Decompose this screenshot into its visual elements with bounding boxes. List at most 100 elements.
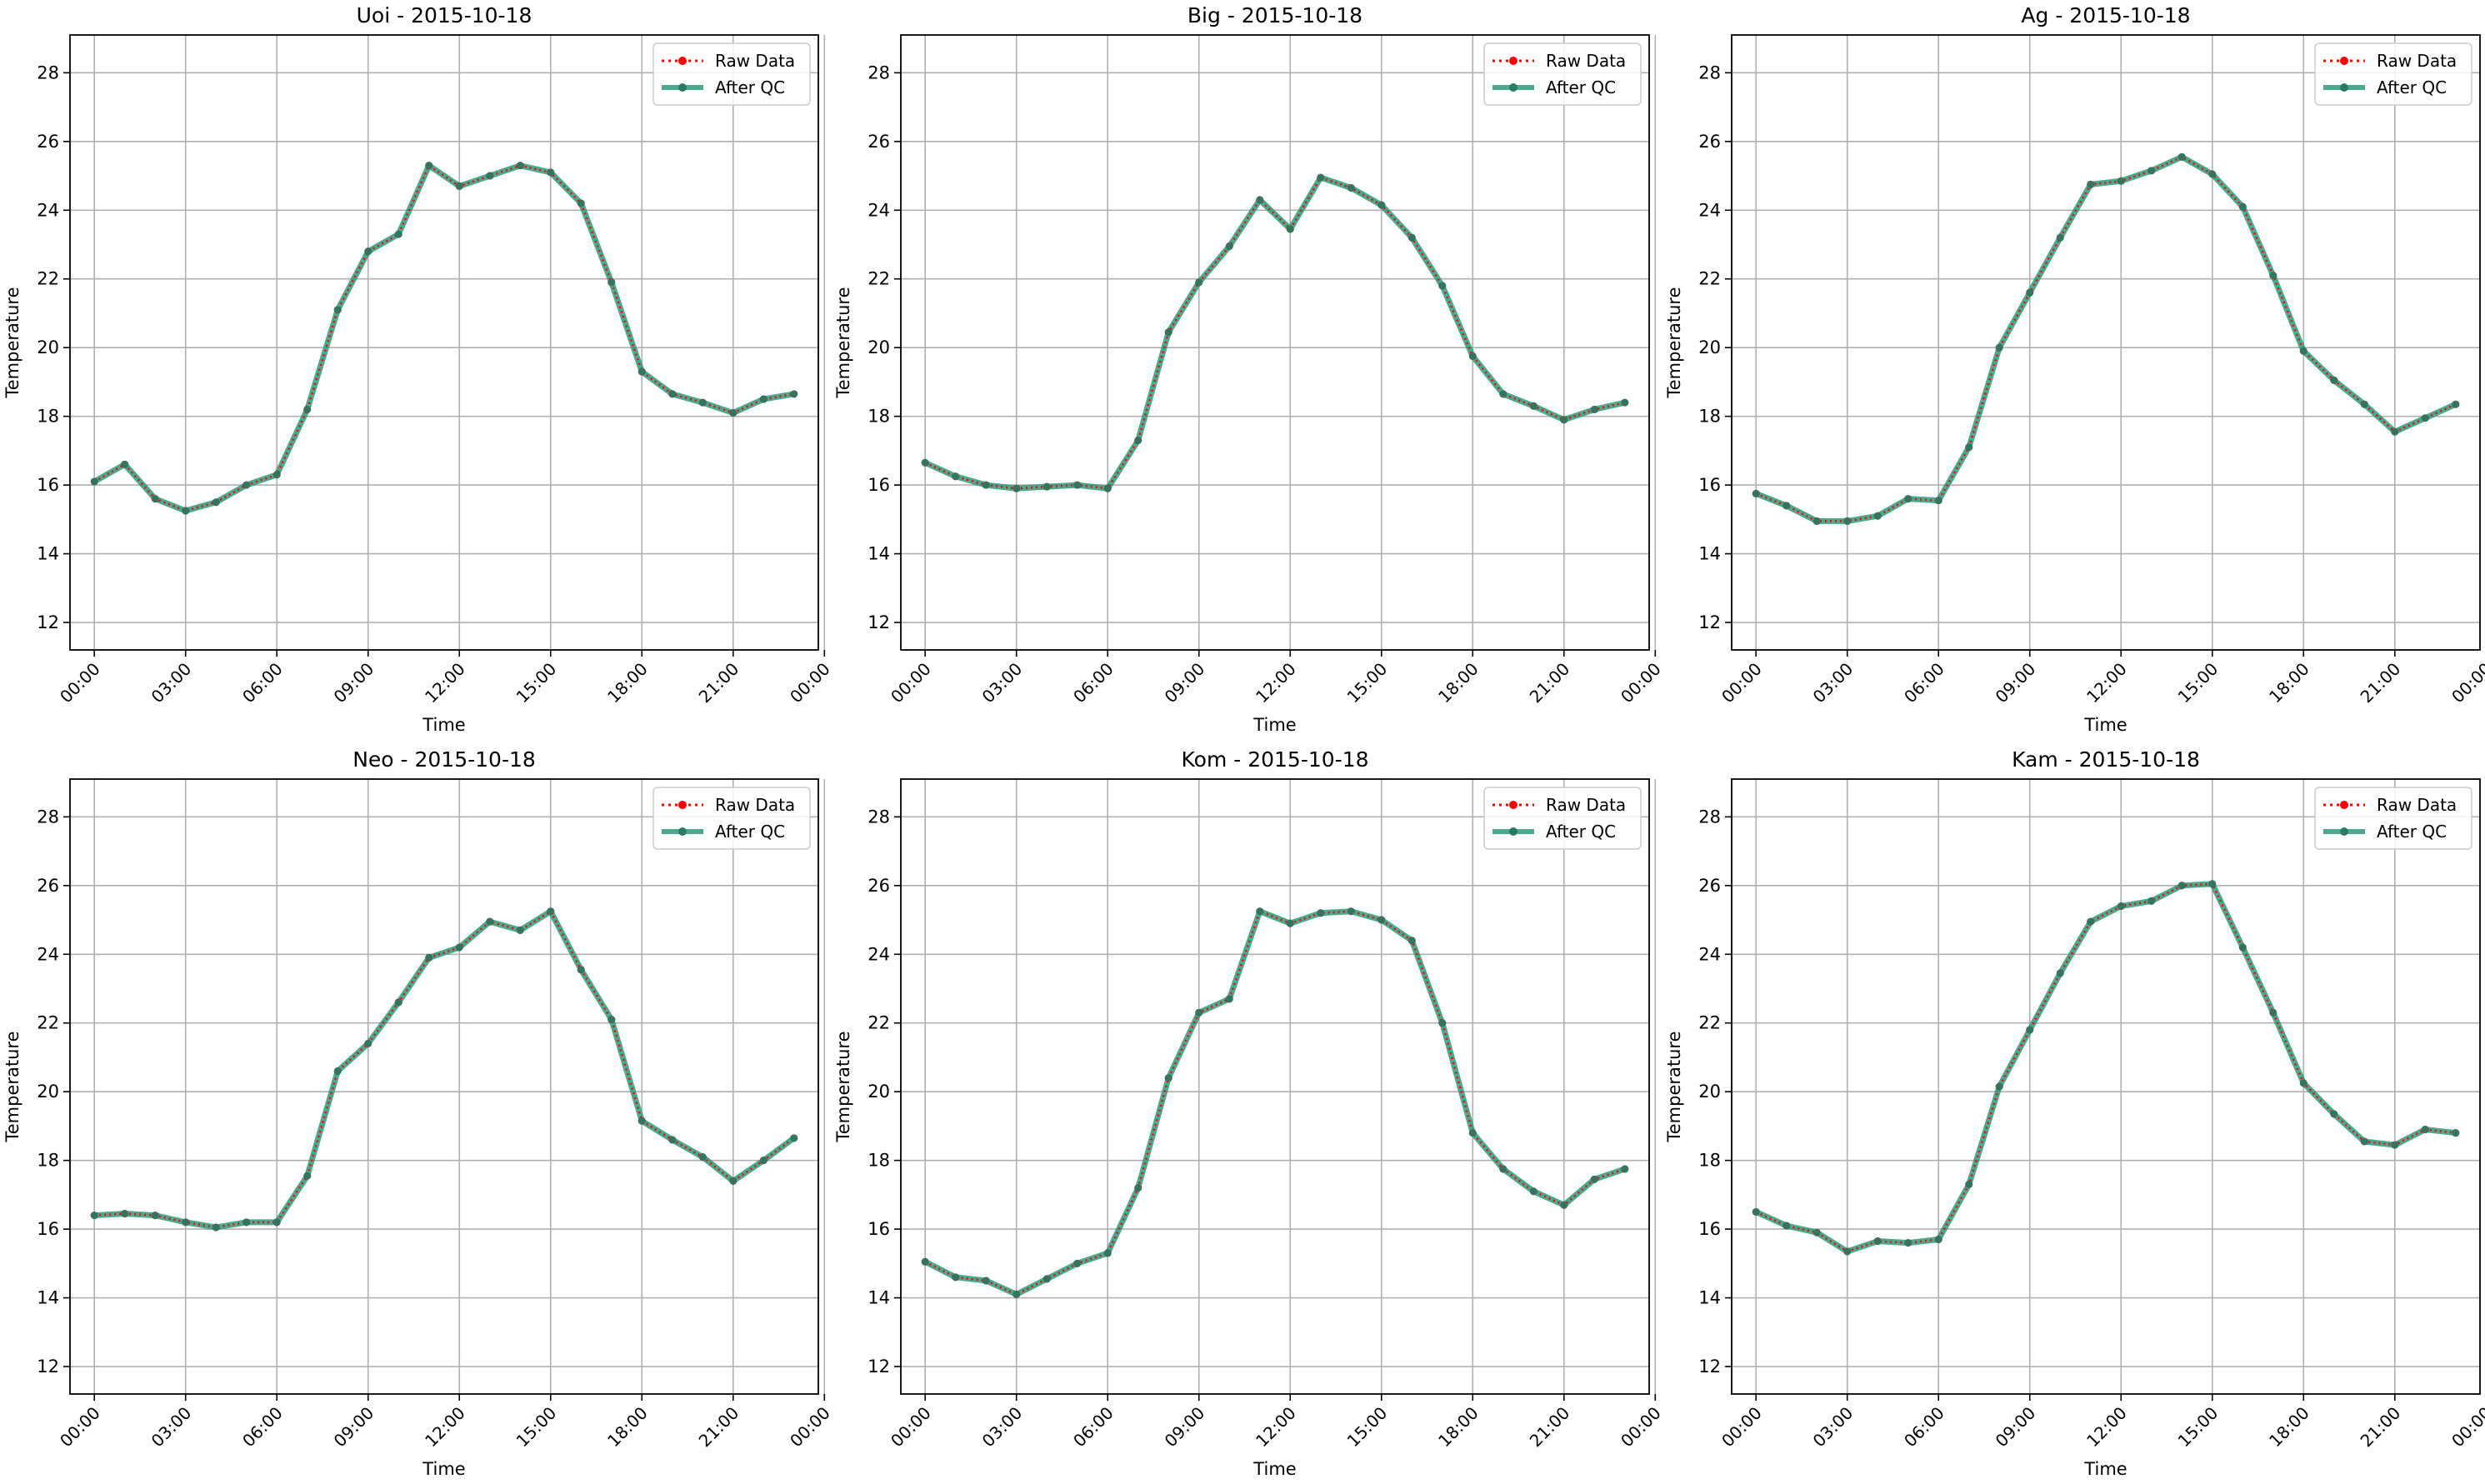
y-axis-label: Temperature bbox=[2, 1031, 22, 1142]
data-point-after-qc bbox=[1843, 1247, 1852, 1256]
chart-title: Big - 2015-10-18 bbox=[1188, 3, 1362, 27]
series-line-after-qc bbox=[1754, 881, 2457, 1255]
x-tick-label: 09:00 bbox=[1161, 659, 1209, 707]
data-point-after-qc bbox=[2421, 414, 2429, 422]
y-tick-label: 26 bbox=[37, 132, 59, 152]
chart-panel-5: Kom - 2015-10-18 00:00 03:00 06:00 09:00 12:0… bbox=[833, 747, 1665, 1479]
y-tick-label: 22 bbox=[868, 1013, 890, 1033]
data-point-after-qc bbox=[1621, 398, 1629, 407]
y-tick-label: 20 bbox=[37, 1082, 59, 1102]
data-point-after-qc bbox=[1499, 390, 1508, 398]
data-point-after-qc bbox=[394, 998, 402, 1007]
plot-frame bbox=[1731, 34, 2481, 651]
y-tick-label: 28 bbox=[1698, 62, 1721, 82]
data-point-after-qc bbox=[1042, 1275, 1051, 1283]
data-point-after-qc bbox=[547, 168, 555, 177]
data-point-after-qc bbox=[516, 162, 524, 170]
legend-marker-raw bbox=[678, 801, 687, 809]
x-tick-label: 09:00 bbox=[1992, 659, 2040, 707]
legend-label-after-qc: After QC bbox=[2377, 822, 2447, 842]
series-line-after-qc bbox=[923, 908, 1626, 1297]
data-point-after-qc bbox=[1408, 233, 1416, 242]
data-point-after-qc bbox=[1408, 937, 1416, 945]
y-tick-label: 20 bbox=[37, 337, 59, 357]
data-point-after-qc bbox=[1843, 517, 1852, 525]
x-tick-label: 15:00 bbox=[2174, 1403, 2222, 1452]
data-point-after-qc bbox=[1103, 484, 1112, 492]
data-point-after-qc bbox=[1499, 1165, 1508, 1173]
data-point-after-qc bbox=[1103, 1249, 1112, 1257]
data-point-after-qc bbox=[1073, 481, 1082, 489]
data-point-after-qc bbox=[2026, 1026, 2034, 1034]
x-tick-label: 09:00 bbox=[1161, 1403, 1209, 1452]
y-tick-label: 22 bbox=[37, 269, 59, 289]
x-tick-label: 18:00 bbox=[2265, 1403, 2313, 1452]
data-point-after-qc bbox=[729, 1177, 738, 1185]
chart-title: Uoi - 2015-10-18 bbox=[357, 3, 532, 27]
data-point-after-qc bbox=[1621, 1165, 1629, 1173]
data-point-after-qc bbox=[1256, 907, 1264, 916]
y-tick-label: 24 bbox=[1698, 200, 1721, 220]
legend-label-after-qc: After QC bbox=[715, 822, 785, 842]
legend-label-raw: Raw Data bbox=[715, 51, 795, 71]
data-point-after-qc bbox=[1012, 1290, 1021, 1298]
legend-label-after-qc: After QC bbox=[1546, 822, 1616, 842]
data-point-after-qc bbox=[1317, 173, 1325, 182]
data-point-after-qc bbox=[2178, 152, 2186, 161]
y-tick-label: 26 bbox=[868, 132, 890, 152]
y-tick-label: 28 bbox=[37, 62, 59, 82]
x-tick-label: 21:00 bbox=[1526, 1403, 1574, 1452]
data-point-after-qc bbox=[1347, 183, 1355, 192]
y-tick-label: 12 bbox=[37, 612, 59, 632]
plot-frame bbox=[1731, 778, 2481, 1395]
data-point-after-qc bbox=[1529, 402, 1538, 410]
y-tick-label: 14 bbox=[37, 544, 59, 564]
legend-marker-raw bbox=[678, 57, 687, 65]
series-line-after-qc bbox=[92, 162, 795, 514]
data-point-after-qc bbox=[2178, 882, 2186, 890]
y-tick-label: 18 bbox=[37, 407, 59, 427]
series-line-raw-data bbox=[924, 910, 1626, 1296]
data-point-after-qc bbox=[577, 199, 585, 207]
data-point-after-qc bbox=[2299, 1079, 2308, 1087]
data-point-after-qc bbox=[2148, 897, 2156, 905]
data-point-after-qc bbox=[2360, 400, 2368, 408]
y-tick-label: 26 bbox=[1698, 876, 1721, 896]
y-tick-label: 26 bbox=[1698, 132, 1721, 152]
y-tick-label: 18 bbox=[37, 1151, 59, 1171]
x-tick-label: 06:00 bbox=[1900, 659, 1948, 707]
data-point-after-qc bbox=[90, 1212, 98, 1220]
data-point-after-qc bbox=[2087, 917, 2095, 926]
x-tick-label: 00:00 bbox=[2448, 1403, 2485, 1452]
x-tick-label: 12:00 bbox=[2082, 1403, 2131, 1452]
data-point-after-qc bbox=[2330, 376, 2338, 384]
x-tick-label: 18:00 bbox=[603, 1403, 652, 1452]
x-tick-label: 06:00 bbox=[238, 1403, 287, 1452]
data-point-after-qc bbox=[2026, 288, 2034, 297]
data-point-after-qc bbox=[121, 460, 129, 468]
x-tick-label: 00:00 bbox=[1617, 659, 1665, 707]
y-tick-label: 24 bbox=[37, 200, 59, 220]
data-point-after-qc bbox=[121, 1210, 129, 1218]
series-line-after-qc bbox=[923, 174, 1626, 492]
y-tick-label: 22 bbox=[868, 269, 890, 289]
chart-title: Kam - 2015-10-18 bbox=[2012, 747, 2200, 772]
data-point-after-qc bbox=[212, 498, 220, 507]
data-point-after-qc bbox=[1782, 1222, 1791, 1230]
y-tick-label: 18 bbox=[868, 407, 890, 427]
y-tick-label: 20 bbox=[1698, 1082, 1721, 1102]
x-tick-label: 09:00 bbox=[1992, 1403, 2040, 1452]
y-tick-label: 14 bbox=[1698, 544, 1721, 564]
data-point-after-qc bbox=[1812, 1228, 1821, 1237]
data-point-after-qc bbox=[1590, 1175, 1598, 1183]
data-point-after-qc bbox=[2360, 1137, 2368, 1146]
x-tick-label: 18:00 bbox=[2265, 659, 2313, 707]
data-point-after-qc bbox=[425, 162, 433, 170]
plot-frame bbox=[900, 34, 1650, 651]
x-tick-label: 09:00 bbox=[330, 1403, 378, 1452]
data-point-after-qc bbox=[1812, 517, 1821, 525]
data-point-after-qc bbox=[1042, 482, 1051, 491]
data-point-after-qc bbox=[1164, 328, 1172, 337]
data-point-after-qc bbox=[921, 1257, 929, 1266]
data-point-after-qc bbox=[333, 306, 342, 314]
